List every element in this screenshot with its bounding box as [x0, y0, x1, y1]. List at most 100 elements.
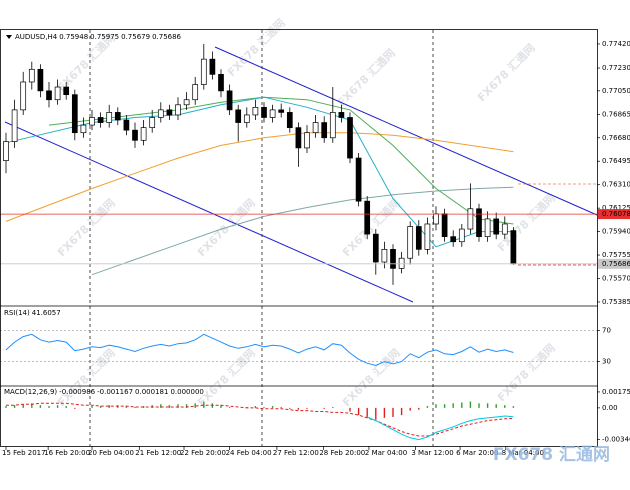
y-tick-label: 30: [602, 358, 611, 366]
level-box: [598, 209, 630, 220]
candle-body: [269, 109, 276, 118]
candle-body: [37, 68, 44, 92]
plot: 0.77420 0.77230 0.77050 0.76865 0.76680 0.764…: [0, 40, 630, 457]
histogram-bar: [280, 406, 282, 408]
candle-body: [183, 99, 190, 106]
logo: FX678 汇通网: [493, 445, 610, 465]
indicator-line: [367, 415, 514, 441]
histogram-bar: [349, 407, 351, 412]
candle-body: [312, 122, 319, 134]
candle-body: [123, 119, 130, 131]
histogram-bar: [56, 405, 59, 408]
candle-body: [372, 233, 379, 263]
candle-body: [364, 200, 371, 235]
histogram-bar: [426, 406, 429, 408]
channel-upper: [214, 46, 598, 216]
frame-border: [0, 29, 598, 447]
header-value: 0.000000: [170, 388, 203, 396]
histogram-bar: [375, 407, 377, 420]
header-value: 41.6057: [32, 309, 61, 317]
candle-body: [458, 228, 465, 243]
level-label: 0.75686: [602, 260, 630, 268]
candle-body: [80, 124, 87, 134]
x-tick-label: 24 Feb 04:00: [226, 449, 272, 457]
x-tick-label: 20 Feb 04:00: [88, 449, 134, 457]
histogram-bar: [366, 407, 368, 418]
histogram-bar: [306, 407, 308, 409]
y-tick-label: 0.76680: [602, 134, 630, 142]
y-tick-label: 0.75755: [602, 251, 630, 259]
candle-body: [192, 84, 199, 101]
macd-title: MACD(12,26,9): [4, 388, 57, 396]
candle-body: [433, 213, 439, 225]
histogram-bar: [74, 407, 76, 409]
candle-body: [28, 68, 35, 83]
candle-body: [63, 86, 70, 96]
histogram-bar: [271, 406, 274, 408]
histogram-bar: [357, 407, 360, 416]
candle-body: [424, 223, 431, 250]
x-tick-label: 22 Feb 20:00: [180, 449, 226, 457]
candle-body: [347, 117, 353, 159]
candle-body: [140, 127, 147, 141]
histogram-bar: [435, 404, 437, 408]
candle-body: [97, 117, 104, 123]
candle-body: [278, 109, 285, 113]
candle-body: [329, 112, 336, 139]
histogram-bar: [495, 404, 497, 408]
x-tick-label: 8 Mar 04:00: [502, 449, 544, 457]
histogram-bar: [332, 406, 334, 408]
y-tick-label: 0.001757: [602, 388, 630, 396]
histogram-bar: [194, 403, 196, 408]
candle-body: [46, 90, 52, 101]
macd-header: MACD(12,26,9) -0.000986 -0.001167 0.000181 0…: [4, 388, 204, 396]
candle-body: [157, 109, 164, 118]
histogram-bar: [263, 406, 265, 408]
histogram-bar: [323, 407, 325, 409]
histogram-bar: [289, 407, 291, 409]
candle-body: [71, 94, 78, 134]
candle-body: [3, 141, 9, 161]
candle-body: [304, 132, 310, 149]
histogram-bar: [418, 407, 420, 410]
candle-body: [501, 223, 508, 235]
histogram-bar: [504, 405, 506, 408]
y-tick-label: 0.75385: [602, 298, 630, 306]
candle-body: [106, 112, 113, 123]
header-value: 0.75948: [59, 33, 88, 41]
histogram-bar: [400, 407, 403, 416]
header-value: -0.000986: [59, 388, 95, 396]
histogram-bar: [297, 407, 300, 410]
candle-body: [132, 129, 138, 141]
x-tick-label: 6 Mar 20:00: [456, 449, 498, 457]
candle-body: [407, 226, 414, 259]
histogram-bar: [39, 405, 42, 408]
candle-body: [476, 208, 482, 238]
histogram-bar: [461, 402, 463, 408]
histogram-bar: [168, 405, 171, 408]
candle-body: [114, 112, 121, 121]
candle-body: [261, 106, 267, 118]
histogram-bar: [177, 404, 179, 408]
header-value: 0.75686: [152, 33, 181, 41]
channel-lower: [4, 121, 414, 303]
x-tick-label: 16 Feb 20:00: [44, 449, 90, 457]
candle-body: [20, 81, 27, 111]
candle-body: [484, 218, 491, 238]
indicator-line: [5, 333, 514, 367]
x-tick-label: 28 Feb 20:00: [319, 449, 365, 457]
level-label: 0.76078: [602, 210, 630, 218]
y-tick-label: 0.77050: [602, 87, 630, 95]
candle-body: [493, 218, 500, 235]
candle-body: [149, 117, 156, 128]
histogram-bar: [134, 406, 136, 408]
histogram-bar: [125, 406, 128, 408]
x-tick-label: 3 Mar 12:00: [411, 449, 453, 457]
x-tick-label: 21 Feb 12:00: [135, 449, 181, 457]
histogram-bar: [443, 404, 446, 408]
x-tick-label: 2 Mar 04:00: [365, 449, 407, 457]
histogram-bar: [108, 405, 110, 408]
histogram-bar: [452, 403, 454, 408]
candle-body: [209, 58, 216, 75]
